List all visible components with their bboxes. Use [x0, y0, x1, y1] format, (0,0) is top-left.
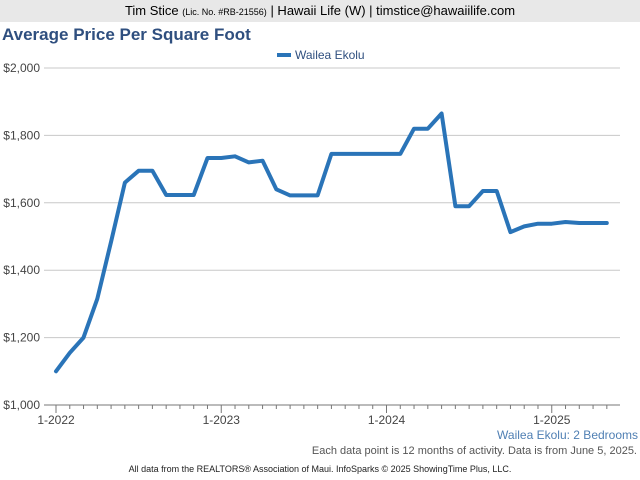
- license-number: (Lic. No. #RB-21556): [182, 7, 267, 17]
- x-tick-label: 1-2023: [203, 413, 241, 427]
- chart-title: Average Price Per Square Foot: [2, 25, 251, 44]
- legend-label: Wailea Ekolu: [295, 48, 365, 62]
- y-axis: $1,000 $1,200 $1,400 $1,600 $1,800 $2,000: [3, 61, 40, 412]
- y-tick-label: $1,600: [3, 196, 40, 210]
- y-tick-label: $2,000: [3, 61, 40, 75]
- series-lines: [54, 111, 609, 374]
- y-tick-label: $1,000: [3, 398, 40, 412]
- y-tick-label: $1,400: [3, 263, 40, 277]
- x-axis: 1-2022 1-2023 1-2024 1-2025: [37, 404, 620, 427]
- y-tick-label: $1,800: [3, 128, 40, 142]
- grid-lines: [44, 67, 620, 339]
- chart-subtitle: Wailea Ekolu: 2 Bedrooms: [497, 428, 638, 442]
- y-tick-label: $1,200: [3, 331, 40, 345]
- data-note: Each data point is 12 months of activity…: [311, 445, 637, 457]
- x-tick-label: 1-2024: [368, 413, 406, 427]
- footer-credit: All data from the REALTORS® Association …: [128, 464, 512, 474]
- series-line: [54, 111, 609, 374]
- header-contact: | Hawaii Life (W) | timstice@hawaiilife.…: [270, 3, 516, 18]
- x-tick-label: 1-2025: [533, 413, 571, 427]
- x-tick-label: 1-2022: [37, 413, 75, 427]
- legend: Wailea Ekolu: [277, 48, 365, 62]
- header-bar: Tim Stice (Lic. No. #RB-21556) | Hawaii …: [0, 0, 640, 22]
- agent-name: Tim Stice: [124, 3, 179, 18]
